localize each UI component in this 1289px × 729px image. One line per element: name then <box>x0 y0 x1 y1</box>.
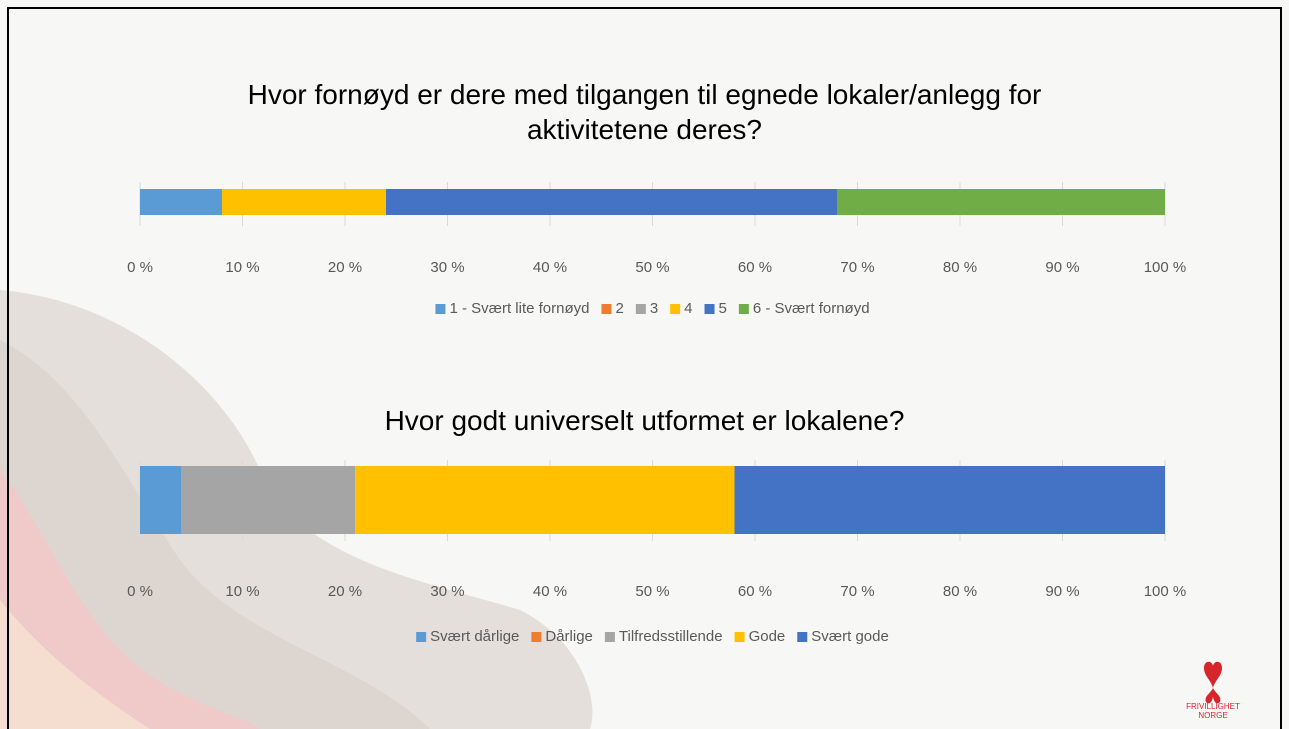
x-tick-label: 60 % <box>738 583 772 600</box>
decor-shape <box>0 600 150 729</box>
x-tick-label: 100 % <box>1144 259 1187 276</box>
bar-segment <box>734 466 1165 534</box>
legend-label: Svært gode <box>811 628 889 645</box>
frame <box>7 7 1282 729</box>
x-tick-label: 40 % <box>533 259 567 276</box>
legend-label: Gode <box>749 628 786 645</box>
legend-label: 2 <box>615 300 623 317</box>
x-tick-label: 10 % <box>225 583 259 600</box>
legend-swatch <box>635 304 646 314</box>
x-tick-label: 20 % <box>328 583 362 600</box>
bar-segment <box>355 466 735 534</box>
bar-segment <box>386 189 837 215</box>
bar-segment <box>181 466 356 534</box>
legend-label: 6 - Svært fornøyd <box>753 300 870 317</box>
legend-swatch <box>797 632 808 642</box>
bar-segment <box>837 189 1165 215</box>
legend-label: 3 <box>650 300 658 317</box>
legend-swatch <box>601 304 612 314</box>
x-tick-label: 90 % <box>1045 259 1079 276</box>
legend-swatch <box>435 304 446 314</box>
chart-title-text: Hvor godt universelt utformet er lokalen… <box>384 405 905 436</box>
x-tick-label: 0 % <box>127 259 153 276</box>
x-tick-label: 80 % <box>943 259 977 276</box>
x-tick-label: 80 % <box>943 583 977 600</box>
decor-shape <box>0 340 430 729</box>
legend-swatch <box>531 632 542 642</box>
chart-title-text: Hvor fornøyd er dere med tilgangen til e… <box>247 79 1042 145</box>
legend-label: Dårlige <box>545 628 593 645</box>
decor-shape <box>0 470 260 729</box>
logo-text: FRIVILLIGHET <box>1186 702 1240 711</box>
legend-swatch <box>738 304 749 314</box>
chart-title: Hvor godt universelt utformet er lokalen… <box>0 403 1289 438</box>
x-tick-label: 70 % <box>840 583 874 600</box>
bar-segment <box>140 466 181 534</box>
x-tick-label: 30 % <box>430 259 464 276</box>
x-tick-label: 10 % <box>225 259 259 276</box>
legend-swatch <box>670 304 681 314</box>
x-tick-label: 50 % <box>635 583 669 600</box>
logo-text: NORGE <box>1198 711 1227 720</box>
legend-label: 5 <box>719 300 727 317</box>
legend-label: Tilfredsstillende <box>619 628 723 645</box>
x-tick-label: 60 % <box>738 259 772 276</box>
bar-segment <box>222 189 386 215</box>
logo-mark <box>1204 661 1222 704</box>
x-tick-label: 50 % <box>635 259 669 276</box>
bar-segment <box>140 189 222 215</box>
x-tick-label: 20 % <box>328 259 362 276</box>
x-tick-label: 70 % <box>840 259 874 276</box>
legend-label: Svært dårlige <box>430 628 519 645</box>
legend-swatch <box>704 304 715 314</box>
legend-swatch <box>734 632 745 642</box>
x-tick-label: 0 % <box>127 583 153 600</box>
legend-label: 4 <box>684 300 692 317</box>
x-tick-label: 30 % <box>430 583 464 600</box>
x-tick-label: 40 % <box>533 583 567 600</box>
legend-swatch <box>416 632 427 642</box>
legend-label: 1 - Svært lite fornøyd <box>449 300 589 317</box>
chart-title: Hvor fornøyd er dere med tilgangen til e… <box>0 77 1289 147</box>
legend-swatch <box>604 632 615 642</box>
x-tick-label: 90 % <box>1045 583 1079 600</box>
x-tick-label: 100 % <box>1144 583 1187 600</box>
